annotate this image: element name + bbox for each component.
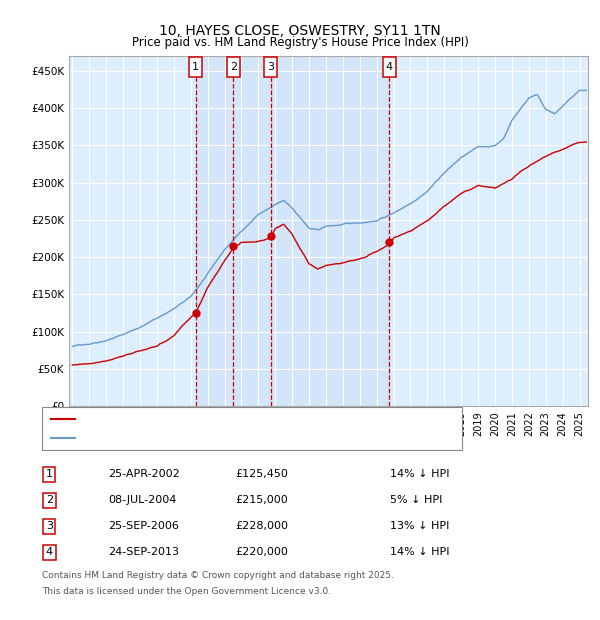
- Text: 10, HAYES CLOSE, OSWESTRY, SY11 1TN: 10, HAYES CLOSE, OSWESTRY, SY11 1TN: [159, 24, 441, 38]
- Text: Contains HM Land Registry data © Crown copyright and database right 2025.: Contains HM Land Registry data © Crown c…: [42, 570, 394, 580]
- Text: 3: 3: [46, 521, 53, 531]
- Text: 2: 2: [46, 495, 53, 505]
- Text: 4: 4: [386, 62, 393, 72]
- Bar: [196, 56, 271, 406]
- Text: £215,000: £215,000: [235, 495, 288, 505]
- Text: This data is licensed under the Open Government Licence v3.0.: This data is licensed under the Open Gov…: [42, 587, 331, 596]
- FancyBboxPatch shape: [383, 56, 395, 78]
- Text: 2: 2: [230, 62, 237, 72]
- FancyBboxPatch shape: [227, 56, 240, 78]
- Text: 4: 4: [46, 547, 53, 557]
- Text: 1: 1: [46, 469, 53, 479]
- Text: 5% ↓ HPI: 5% ↓ HPI: [390, 495, 442, 505]
- Text: 13% ↓ HPI: 13% ↓ HPI: [390, 521, 449, 531]
- Text: 24-SEP-2013: 24-SEP-2013: [108, 547, 179, 557]
- Bar: [271, 56, 389, 406]
- FancyBboxPatch shape: [265, 56, 277, 78]
- Text: 3: 3: [268, 62, 274, 72]
- Text: 25-SEP-2006: 25-SEP-2006: [108, 521, 179, 531]
- Text: 10, HAYES CLOSE, OSWESTRY, SY11 1TN (detached house): 10, HAYES CLOSE, OSWESTRY, SY11 1TN (det…: [81, 414, 373, 424]
- Text: 25-APR-2002: 25-APR-2002: [108, 469, 180, 479]
- Text: HPI: Average price, detached house, Shropshire: HPI: Average price, detached house, Shro…: [81, 433, 319, 443]
- FancyBboxPatch shape: [190, 56, 202, 78]
- Text: £220,000: £220,000: [235, 547, 288, 557]
- Text: Price paid vs. HM Land Registry's House Price Index (HPI): Price paid vs. HM Land Registry's House …: [131, 36, 469, 49]
- Text: 14% ↓ HPI: 14% ↓ HPI: [390, 469, 449, 479]
- Text: 08-JUL-2004: 08-JUL-2004: [108, 495, 176, 505]
- Text: 1: 1: [192, 62, 199, 72]
- Text: £125,450: £125,450: [235, 469, 288, 479]
- Text: 14% ↓ HPI: 14% ↓ HPI: [390, 547, 449, 557]
- Text: £228,000: £228,000: [235, 521, 288, 531]
